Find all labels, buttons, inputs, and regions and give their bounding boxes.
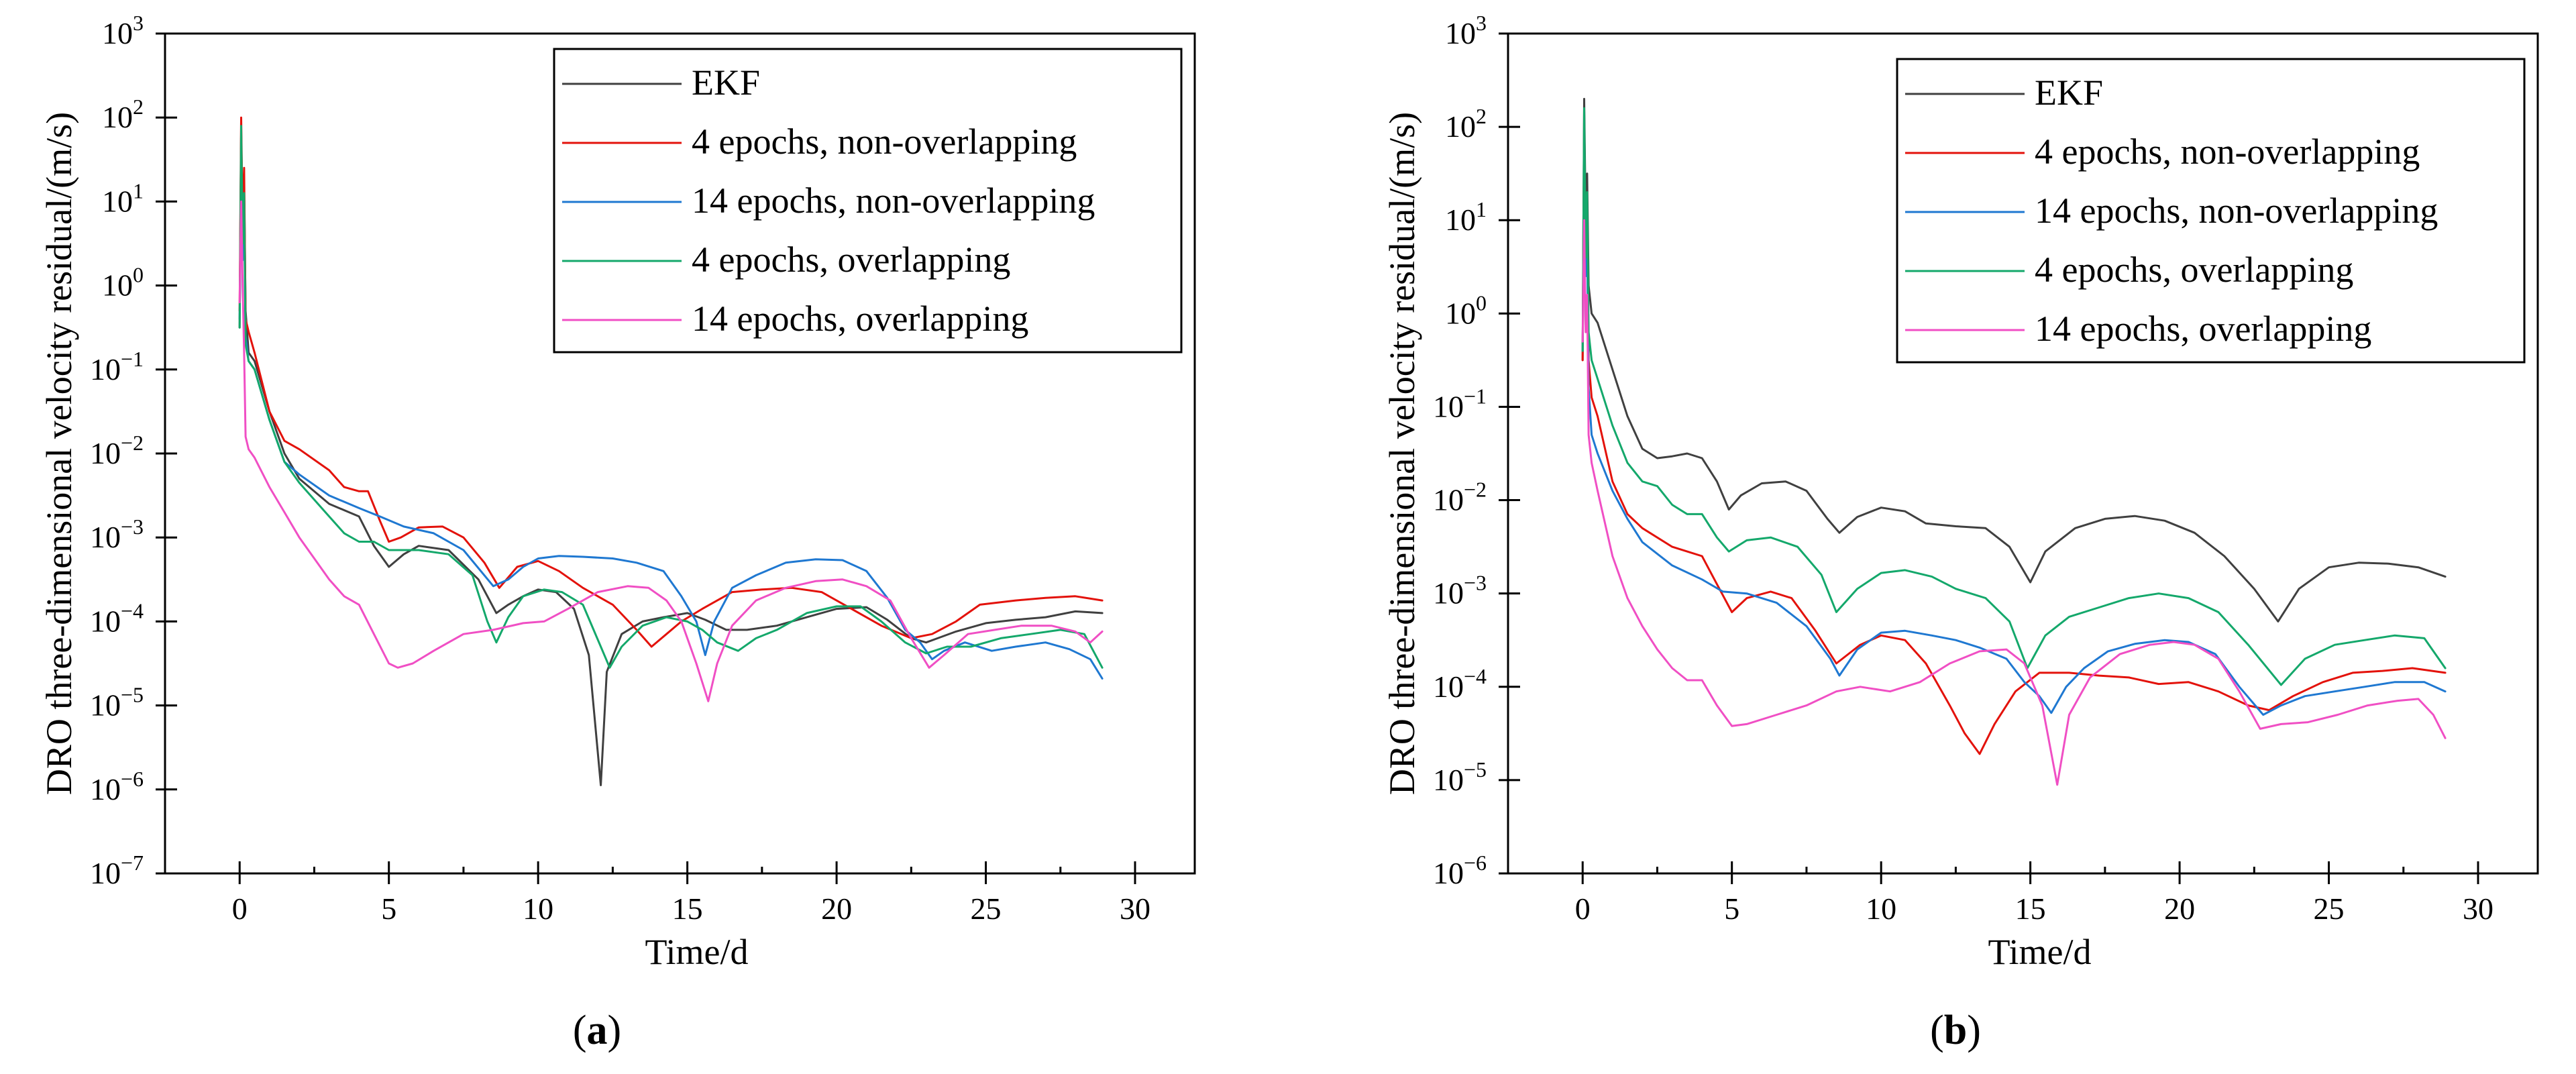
y-tick-label: 10−4 [1433, 664, 1487, 704]
x-tick-label: 10 [523, 892, 553, 926]
series-line-0 [1581, 97, 2447, 623]
legend-label: 4 epochs, overlapping [692, 239, 1010, 280]
y-tick-label: 10−5 [90, 683, 144, 722]
series-line-2 [1581, 191, 2447, 716]
y-tick-label: 10−1 [1433, 384, 1487, 423]
legend-label: 14 epochs, overlapping [692, 299, 1028, 339]
y-tick-label: 103 [1445, 11, 1487, 50]
x-tick-label: 25 [971, 892, 1002, 926]
y-tick-label: 10−1 [90, 347, 144, 386]
series-line-0 [238, 133, 1104, 786]
legend-label: 14 epochs, overlapping [2035, 309, 2371, 349]
legend-label: 4 epochs, non-overlapping [692, 121, 1077, 162]
y-tick-label: 103 [102, 11, 144, 50]
x-tick-label: 10 [1866, 892, 1896, 926]
panel-caption: (a) [573, 1008, 621, 1053]
series-line-3 [1581, 107, 2447, 686]
y-tick-label: 102 [102, 95, 144, 134]
series-line-3 [238, 125, 1104, 669]
series-line-4 [238, 200, 1104, 702]
chart-panel-a: 0 5 10 15 20 25 30 10−7 10−6 10−5 10−4 10−3 10−2 10−1… [39, 11, 1196, 1053]
legend-box [1896, 58, 2526, 364]
y-tick-label: 10−6 [1433, 851, 1487, 890]
legend-label: 4 epochs, overlapping [2035, 250, 2353, 290]
legend-box [553, 48, 1183, 354]
y-tick-label: 10−3 [90, 515, 144, 554]
x-axis-label: Time/d [645, 932, 748, 972]
y-tick-label: 101 [102, 178, 144, 218]
y-axis-label: DRO three-dimensional velocity residual/… [39, 112, 79, 795]
y-tick-label: 102 [1445, 104, 1487, 144]
x-tick-label: 30 [2463, 892, 2493, 926]
y-tick-label: 100 [1445, 290, 1487, 330]
x-tick-label: 5 [1724, 892, 1739, 926]
y-tick-label: 10−2 [90, 431, 144, 470]
x-tick-label: 20 [2164, 892, 2195, 926]
y-axis-label: DRO three-dimensional velocity residual/… [1382, 112, 1422, 795]
x-tick-label: 15 [2015, 892, 2046, 926]
series-line-1 [1581, 135, 2447, 755]
x-tick-label: 20 [821, 892, 852, 926]
x-tick-label: 0 [1575, 892, 1591, 926]
y-tick-label: 10−2 [1433, 478, 1487, 517]
x-tick-label: 0 [232, 892, 248, 926]
legend-label: 4 epochs, non-overlapping [2035, 131, 2420, 172]
y-tick-label: 10−3 [1433, 571, 1487, 610]
series-group [238, 116, 1104, 786]
y-tick-label: 10−6 [90, 767, 144, 806]
plot-frame [1507, 32, 2539, 875]
legend-label: EKF [2035, 72, 2103, 113]
series-line-4 [1581, 219, 2447, 786]
x-tick-label: 15 [672, 892, 703, 926]
panel-caption: (b) [1930, 1008, 1981, 1053]
x-axis-label: Time/d [1988, 932, 2091, 972]
x-tick-label: 25 [2314, 892, 2345, 926]
y-tick-label: 101 [1445, 197, 1487, 237]
legend-label: EKF [692, 62, 760, 103]
legend-label: 14 epochs, non-overlapping [692, 180, 1095, 221]
y-tick-label: 10−5 [1433, 757, 1487, 797]
y-tick-label: 10−4 [90, 598, 144, 638]
x-tick-label: 30 [1120, 892, 1150, 926]
x-tick-label: 5 [381, 892, 396, 926]
series-group [1581, 97, 2447, 786]
chart-panel-b: 0 5 10 15 20 25 30 10−6 10−5 10−4 10−3 10−2 10−1 100 1… [1382, 11, 2539, 1053]
y-tick-label: 100 [102, 263, 144, 303]
legend-label: 14 epochs, non-overlapping [2035, 191, 2438, 231]
y-tick-label: 10−7 [90, 851, 144, 890]
